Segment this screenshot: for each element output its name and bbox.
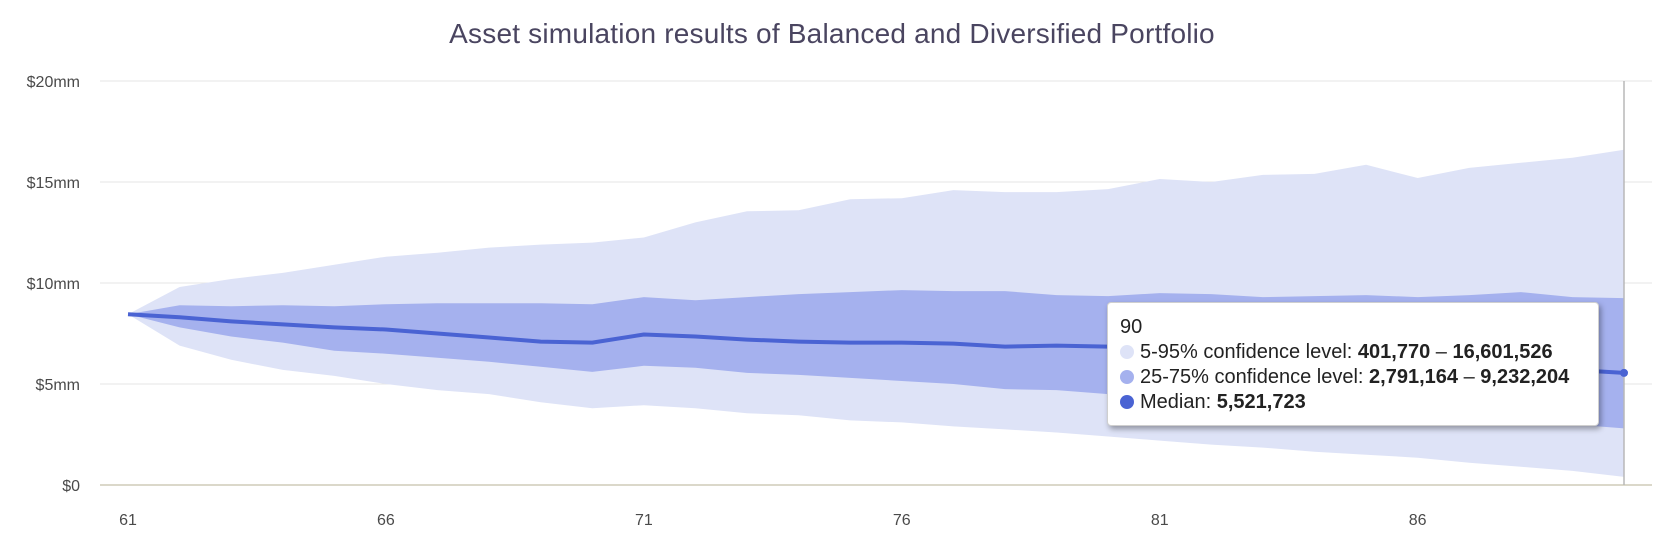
y-tick-label-3: $15mm: [27, 175, 80, 192]
x-tick-label-1: 66: [377, 512, 395, 529]
x-tick-label-0: 61: [119, 512, 137, 529]
y-axis-labels: $0 $5mm $10mm $15mm $20mm: [27, 74, 80, 495]
tooltip-inner-band-low: 2,791,164: [1369, 366, 1459, 388]
tooltip-inner-band-high: 9,232,204: [1480, 366, 1570, 388]
tooltip-row-median: Median: 5,521,723: [1120, 390, 1586, 415]
tooltip-row-outer-band: 5-95% confidence level: 401,770 – 16,601…: [1120, 340, 1586, 365]
hover-markers: [1620, 368, 1628, 377]
tooltip-x-label: 90: [1120, 316, 1143, 338]
y-tick-label-1: $5mm: [36, 377, 80, 394]
x-tick-label-5: 86: [1409, 512, 1427, 529]
median-hover-marker: [1620, 368, 1628, 377]
tooltip-median-value: 5,521,723: [1216, 391, 1306, 413]
tooltip-inner-band-dot: [1120, 370, 1134, 384]
y-tick-label-0: $0: [62, 478, 80, 495]
x-tick-label-2: 71: [635, 512, 653, 529]
tooltip-inner-band-sep: –: [1458, 366, 1481, 388]
tooltip-row-inner-band: 25-75% confidence level: 2,791,164 – 9,2…: [1120, 365, 1586, 390]
y-tick-label-2: $10mm: [27, 276, 80, 293]
chart-title: Asset simulation results of Balanced and…: [449, 18, 1215, 49]
tooltip-outer-band-sep: –: [1430, 341, 1453, 363]
x-axis-labels: 61 66 71 76 81 86: [119, 512, 1427, 529]
tooltip-median-label: Median:: [1140, 391, 1217, 413]
tooltip-outer-band-dot: [1120, 345, 1134, 359]
y-tick-label-4: $20mm: [27, 74, 80, 91]
tooltip-inner-band-label: 25-75% confidence level:: [1140, 366, 1370, 388]
x-tick-label-4: 81: [1151, 512, 1169, 529]
tooltip-median-dot: [1120, 395, 1134, 409]
tooltip-outer-band-low: 401,770: [1357, 341, 1431, 363]
x-tick-label-3: 76: [893, 512, 911, 529]
tooltip-outer-band-high: 16,601,526: [1452, 341, 1553, 363]
tooltip: 90 5-95% confidence level: 401,770 – 16,…: [1107, 302, 1599, 426]
tooltip-outer-band-label: 5-95% confidence level:: [1140, 341, 1358, 363]
